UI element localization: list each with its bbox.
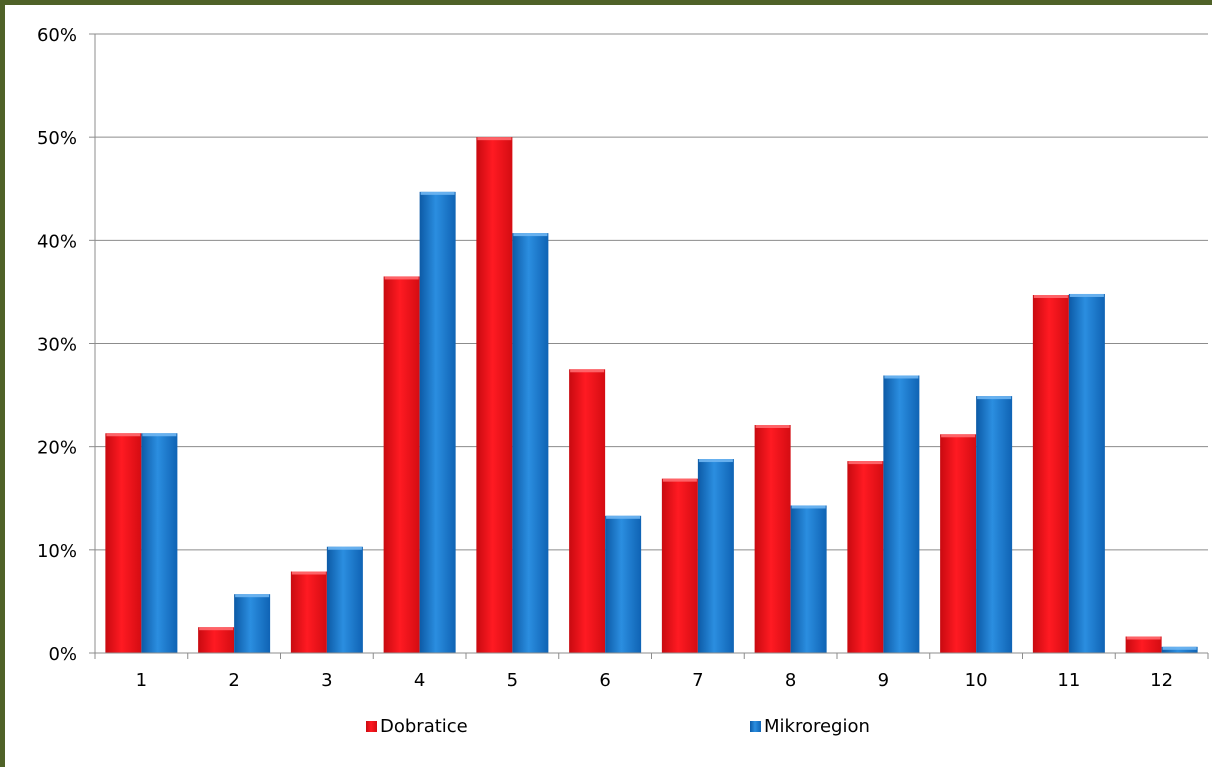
bar-highlight [791,505,826,509]
x-tick-label: 8 [785,670,796,691]
legend-swatch-dobratice [366,721,377,732]
x-tick-label: 4 [414,670,425,691]
bar-dobratice [1125,636,1162,653]
bar-mikroregion [976,396,1013,653]
bar-highlight [291,571,326,575]
bar-mikroregion [326,546,363,653]
bar-dobratice [940,434,977,653]
bar-dobratice [105,433,142,653]
x-tick-label: 12 [1150,670,1173,691]
bar-highlight [1033,295,1068,299]
bar-dobratice [476,137,513,653]
x-tick-label: 6 [599,670,610,691]
bar-mikroregion [697,459,734,653]
bar-dobratice [290,571,327,653]
y-tick-label: 30% [37,335,77,356]
x-tick-label: 11 [1057,670,1080,691]
bar-dobratice [1032,295,1069,653]
bar-mikroregion [141,433,178,653]
bar-mikroregion [419,191,456,653]
bar-highlight [142,433,177,437]
bar-highlight [755,425,790,429]
bar-highlight [235,594,270,598]
bar-highlight [1162,646,1197,650]
x-tick-label: 2 [228,670,239,691]
y-axis-ticks: 0% 10% 20% 30% 40% 50% 60% [37,25,95,665]
y-tick-label: 0% [48,644,77,665]
x-axis-ticks: 1 2 3 4 5 6 7 8 9 10 11 12 [94,653,1209,691]
gridlines [95,33,1208,551]
legend-label-dobratice: Dobratice [380,716,468,737]
y-tick-label: 50% [37,128,77,149]
bar-highlight [662,478,697,482]
bar-dobratice [569,369,606,653]
bar-mikroregion [1068,293,1105,653]
bar-highlight [884,375,919,379]
bar-highlight [420,191,455,195]
bars [105,137,1198,653]
y-tick-label: 20% [37,438,77,459]
bar-highlight [199,627,234,631]
bar-mikroregion [234,594,271,653]
x-tick-label: 9 [878,670,889,691]
legend-label-mikroregion: Mikroregion [764,716,870,737]
x-tick-label: 3 [321,670,332,691]
legend: Dobratice Mikroregion [366,716,870,737]
bar-highlight [1126,636,1161,640]
bar-dobratice [847,461,884,653]
bar-dobratice [198,627,235,653]
bar-highlight [848,461,883,465]
bar-dobratice [383,276,420,653]
y-tick-label: 60% [37,25,77,46]
bar-mikroregion [512,233,549,653]
bar-highlight [941,434,976,438]
bar-highlight [1069,293,1104,297]
bar-highlight [327,546,362,550]
bar-highlight [384,276,419,280]
y-tick-label: 10% [37,541,77,562]
bar-mikroregion [790,505,827,653]
bar-highlight [570,369,605,373]
bar-highlight [977,396,1012,400]
x-tick-label: 5 [507,670,518,691]
x-tick-label: 1 [136,670,147,691]
x-tick-label: 7 [692,670,703,691]
x-tick-label: 10 [965,670,988,691]
legend-swatch-mikroregion [750,721,761,732]
bar-highlight [606,515,641,519]
bar-highlight [477,137,512,141]
bar-dobratice [661,478,698,653]
y-tick-label: 40% [37,231,77,252]
bar-mikroregion [605,515,642,653]
bar-highlight [106,433,141,437]
bar-mikroregion [1161,646,1198,653]
bar-highlight [698,459,733,463]
bar-dobratice [754,425,791,653]
bar-mikroregion [883,375,920,653]
bar-highlight [513,233,548,237]
